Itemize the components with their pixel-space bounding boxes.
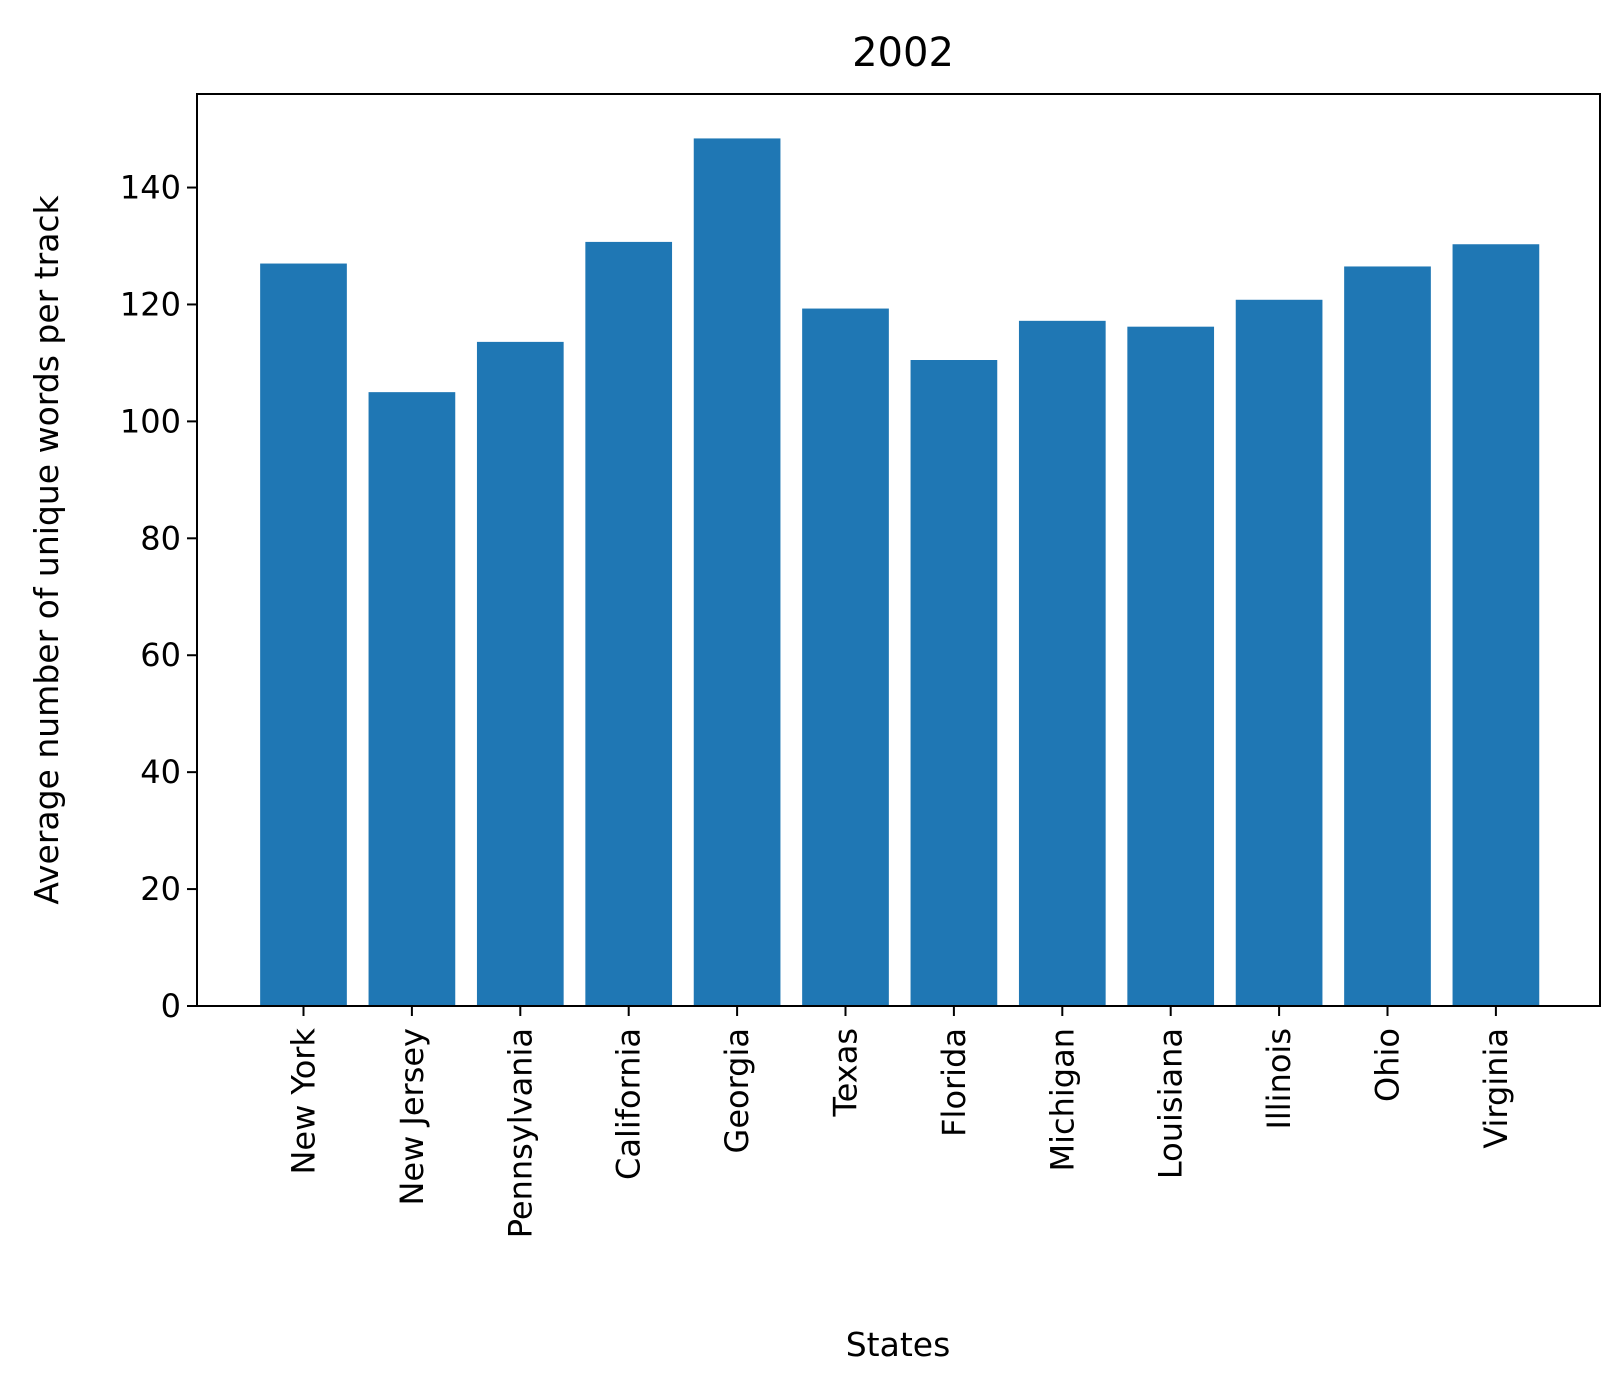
x-tick-label: Michigan	[1043, 1028, 1081, 1171]
y-tick-label: 80	[140, 519, 181, 557]
x-tick-label: Pennsylvania	[501, 1028, 539, 1238]
y-tick-label: 120	[120, 285, 181, 323]
x-tick-label: Georgia	[718, 1028, 756, 1153]
bar-ohio	[1344, 266, 1431, 1007]
y-axis-title: Average number of unique words per track	[27, 194, 66, 904]
chart-title: 2002	[852, 30, 954, 76]
y-axis: 0 20 40 60 80 100 120 140	[120, 169, 197, 1025]
bar-new-jersey	[368, 392, 456, 1006]
bar-florida	[910, 360, 998, 1006]
x-tick-label: Illinois	[1260, 1028, 1298, 1130]
x-axis-title: States	[846, 1325, 951, 1364]
x-tick-label: Virginia	[1477, 1028, 1515, 1149]
x-tick-label: New Jersey	[393, 1028, 431, 1206]
y-tick-label: 140	[120, 169, 181, 207]
plot-frame	[196, 93, 1601, 1007]
y-tick-label: 20	[140, 870, 181, 908]
y-tick-label: 60	[140, 636, 181, 674]
x-tick-label: Louisiana	[1152, 1028, 1190, 1179]
bar-california	[585, 241, 673, 1006]
bar-georgia	[693, 138, 781, 1006]
y-tick-label: 0	[161, 987, 181, 1025]
bar-virginia	[1452, 244, 1540, 1006]
y-tick-label: 100	[120, 402, 181, 440]
x-tick-label: Texas	[827, 1028, 865, 1117]
x-tick-label: New York	[285, 1028, 323, 1175]
x-tick-label: Florida	[935, 1028, 973, 1137]
bar-texas	[802, 308, 889, 1006]
bar-pennsylvania	[476, 341, 564, 1006]
y-tick-label: 40	[140, 753, 181, 791]
bar-illinois	[1235, 299, 1323, 1006]
x-axis: New York New Jersey Pennsylvania California…	[285, 1006, 1515, 1238]
bars-group	[260, 138, 1540, 1007]
bar-louisiana	[1127, 326, 1215, 1006]
x-tick-label: California	[610, 1028, 648, 1180]
x-tick-label: Ohio	[1369, 1028, 1407, 1102]
bar-new-york	[260, 263, 347, 1006]
bar-michigan	[1018, 320, 1106, 1007]
